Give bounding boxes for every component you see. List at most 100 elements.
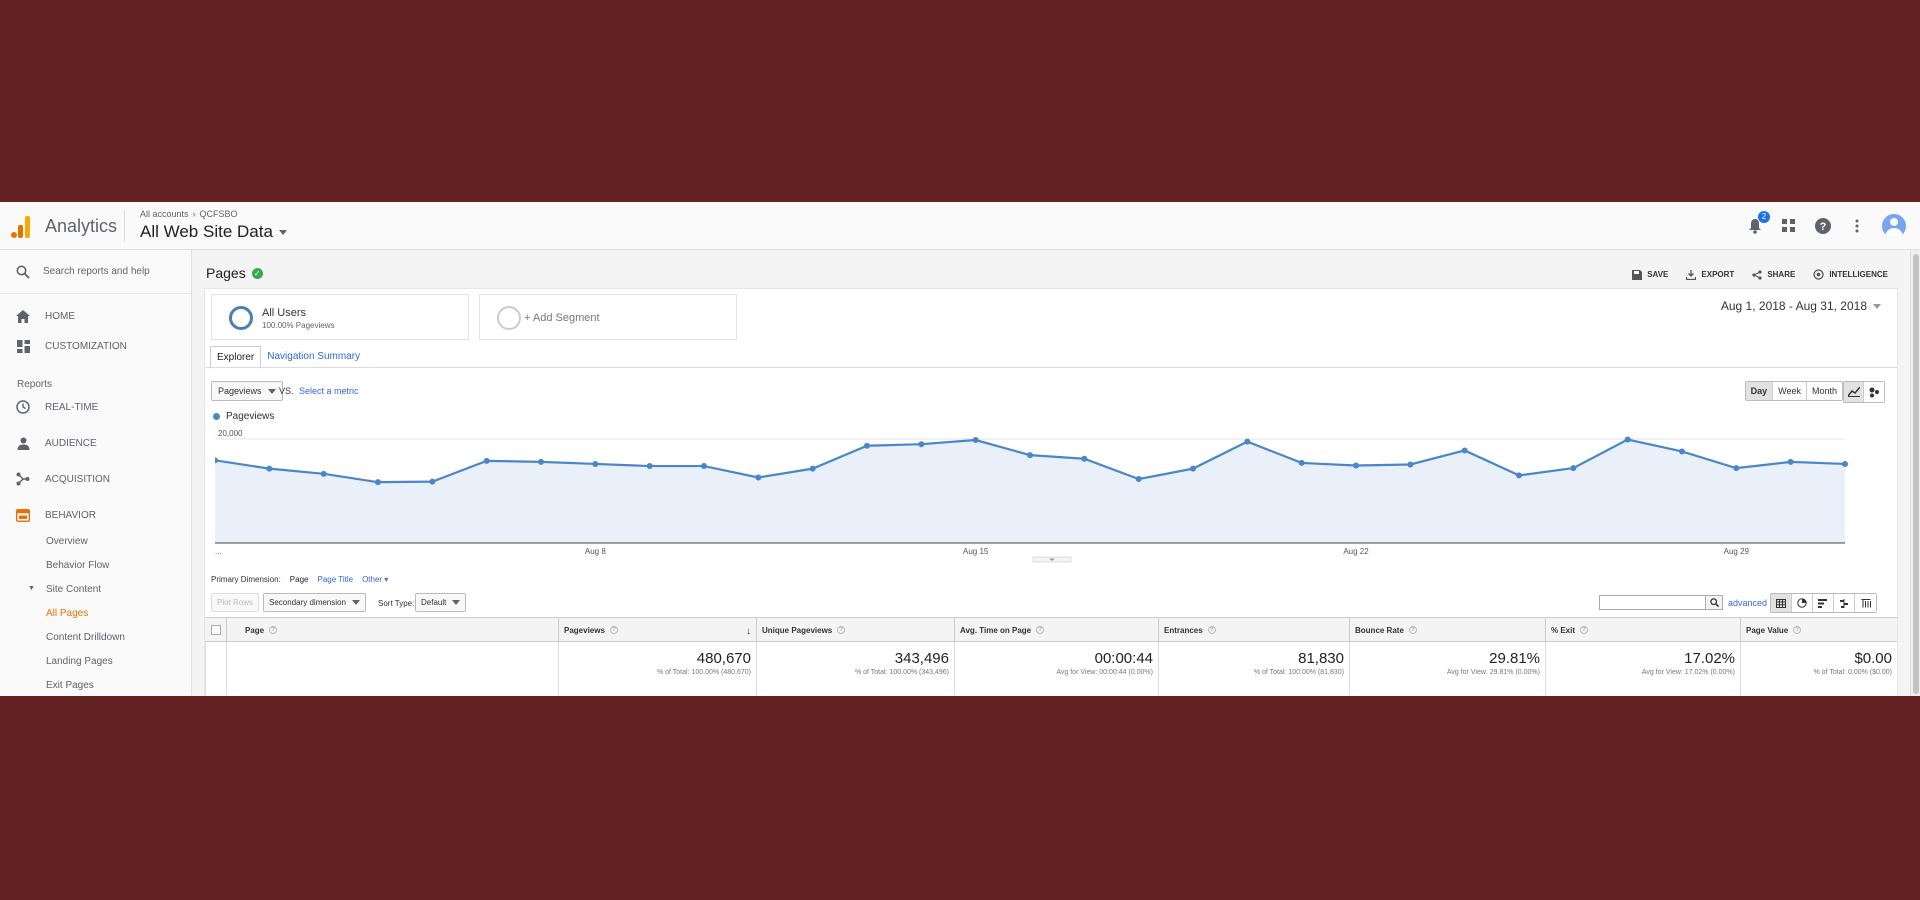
data-point[interactable] [1407,461,1414,468]
sidebar-item-acquisition[interactable]: ACQUISITION [0,469,191,489]
data-point[interactable] [809,465,816,472]
tab-navigation-summary[interactable]: Navigation Summary [267,351,361,362]
help-icon[interactable]: ? [1814,217,1832,235]
data-point[interactable] [1733,465,1740,472]
breadcrumb[interactable]: All accounts › QCFSBO [140,209,238,219]
data-point[interactable] [592,460,599,467]
plot-rows-button[interactable]: Plot Rows [211,593,260,612]
data-point[interactable] [646,463,653,470]
sidebar-item-behavior[interactable]: BEHAVIOR [0,505,191,525]
column-header-unique-pageviews[interactable]: Unique Pageviews? [756,618,954,642]
performance-view-icon[interactable] [1813,594,1834,612]
sort-type-select[interactable]: Default [415,593,467,612]
sidebar-item-customization[interactable]: CUSTOMIZATION [0,336,191,356]
data-point[interactable] [215,457,218,464]
data-point[interactable] [1516,472,1522,479]
sidebar-subitem-all-pages[interactable]: All Pages [46,608,89,619]
data-point[interactable] [1135,476,1142,483]
column-header-page-value[interactable]: Page Value? [1740,618,1897,642]
comparison-view-icon[interactable] [1834,594,1855,612]
select-all-checkbox[interactable] [211,625,221,635]
sidebar-item-realtime[interactable]: REAL-TIME [0,397,191,417]
help-icon[interactable]: ? [1207,626,1216,634]
other-dimension-link[interactable]: Other ▾ [362,575,389,584]
sidebar-item-home[interactable]: HOME [0,306,191,326]
secondary-dimension-select[interactable]: Secondary dimension [263,593,366,612]
sidebar-subitem-overview[interactable]: Overview [46,536,88,547]
help-icon[interactable]: ? [269,626,278,634]
granularity-month-button[interactable]: Month [1806,382,1842,400]
pivot-view-icon[interactable] [1855,594,1876,612]
help-icon[interactable]: ? [1793,626,1802,634]
data-point[interactable] [1027,452,1033,459]
scrollbar-thumb[interactable] [1913,254,1919,694]
breadcrumb-accounts[interactable]: All accounts [140,209,189,219]
data-point[interactable] [320,470,327,477]
data-point[interactable] [1081,455,1088,462]
data-point[interactable] [1298,459,1305,466]
data-point[interactable] [1244,438,1251,445]
analytics-logo-icon[interactable] [10,216,32,238]
sidebar-subitem-site-content[interactable]: Site Content [46,584,102,595]
add-segment-button[interactable]: + Add Segment [479,294,737,340]
column-header-page[interactable]: Page? [226,618,558,642]
column-header-avg-time[interactable]: Avg. Time on Page? [954,618,1158,642]
sidebar-subitem-behavior-flow[interactable]: Behavior Flow [46,560,110,571]
more-vert-icon[interactable] [1848,217,1866,235]
granularity-week-button[interactable]: Week [1773,382,1807,400]
segment-all-users[interactable]: All Users 100.00% Pageviews [211,294,469,340]
export-button[interactable]: EXPORT [1686,269,1734,280]
share-button[interactable]: SHARE [1752,269,1795,280]
sidebar-subitem-landing-pages[interactable]: Landing Pages [46,656,113,667]
page-title-link[interactable]: Page Title [317,575,354,584]
search-placeholder[interactable]: Search reports and help [43,266,150,277]
app-name[interactable]: Analytics [45,216,118,236]
data-point[interactable] [864,442,870,449]
select-metric-link[interactable]: Select a metric [299,386,359,396]
data-point[interactable] [429,478,436,485]
avatar[interactable] [1882,214,1906,238]
sidebar-subitem-content-drilldown[interactable]: Content Drilldown [46,632,125,643]
column-header-pageviews[interactable]: Pageviews? ↓ [558,618,756,642]
table-view-icon[interactable] [1771,594,1792,612]
vertical-scrollbar[interactable] [1910,250,1920,696]
granularity-day-button[interactable]: Day [1745,382,1774,400]
help-icon[interactable]: ? [1580,626,1589,634]
data-point[interactable] [1624,436,1631,443]
help-icon[interactable]: ? [609,626,618,634]
data-point[interactable] [1190,465,1196,472]
data-point[interactable] [1461,447,1468,454]
date-range-picker[interactable]: Aug 1, 2018 - Aug 31, 2018 [1721,299,1881,313]
data-point[interactable] [1679,448,1685,455]
motion-chart-icon[interactable] [1864,382,1884,402]
data-point[interactable] [483,457,490,464]
advanced-filter-link[interactable]: advanced [1727,598,1767,608]
property-selector[interactable]: All Web Site Data [140,222,287,242]
tab-explorer[interactable]: Explorer [210,346,262,369]
data-point[interactable] [918,441,925,448]
sidebar-search[interactable]: Search reports and help [0,250,191,294]
data-point[interactable] [375,479,381,486]
bell-icon[interactable]: 2 [1746,211,1770,235]
column-header-bounce-rate[interactable]: Bounce Rate? [1349,618,1545,642]
column-header-exit[interactable]: % Exit? [1545,618,1740,642]
pie-view-icon[interactable] [1792,594,1813,612]
data-point[interactable] [266,465,273,472]
data-point[interactable] [1353,462,1359,469]
apps-grid-icon[interactable] [1780,217,1798,235]
table-search-input[interactable] [1599,595,1707,610]
help-icon[interactable]: ? [1408,626,1417,634]
data-point[interactable] [755,474,762,481]
sidebar-item-audience[interactable]: AUDIENCE [0,433,191,453]
help-icon[interactable]: ? [1036,626,1045,634]
data-point[interactable] [1787,458,1794,465]
data-point[interactable] [1570,465,1577,472]
breadcrumb-account[interactable]: QCFSBO [199,209,238,219]
data-point[interactable] [1842,460,1848,467]
help-icon[interactable]: ? [837,626,846,634]
save-button[interactable]: SAVE [1632,269,1668,280]
column-header-entrances[interactable]: Entrances? [1158,618,1349,642]
primary-dimension-page[interactable]: Page [289,575,309,584]
data-point[interactable] [701,463,707,470]
